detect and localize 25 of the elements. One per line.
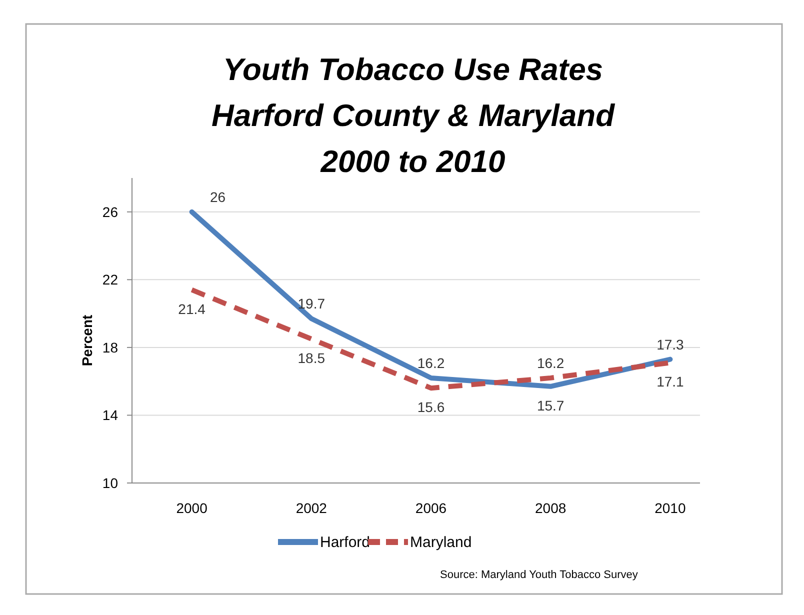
data-label: 15.6	[417, 399, 445, 416]
y-axis-title: Percent	[79, 314, 95, 366]
y-tick-label: 18	[102, 339, 118, 356]
x-tick-label: 2000	[176, 500, 208, 516]
x-tick-label: 2010	[654, 500, 686, 516]
legend-label: Harford	[320, 534, 370, 551]
x-tick-label: 2006	[415, 500, 447, 516]
data-label: 21.4	[178, 300, 206, 317]
y-tick-label: 10	[102, 474, 118, 491]
chart-title: Youth Tobacco Use Rates Harford County & Maryland 2000 to 2010	[211, 52, 616, 179]
data-label: 17.1	[656, 374, 684, 390]
legend-label: Maryland	[410, 534, 472, 551]
data-label: 17.3	[656, 336, 684, 352]
y-tick-label: 14	[102, 407, 118, 424]
y-tick-label: 26	[102, 204, 118, 220]
x-tick-label: 2002	[296, 500, 328, 516]
x-tick-label: 2008	[535, 500, 566, 516]
y-tick-label: 22	[102, 272, 118, 288]
data-label: 19.7	[298, 296, 326, 312]
data-label: 15.7	[536, 397, 564, 414]
source-note: Source: Maryland Youth Tobacco Survey	[440, 569, 638, 581]
data-label: 18.5	[298, 350, 326, 366]
data-label: 16.2	[417, 354, 445, 371]
data-label: 16.2	[536, 354, 564, 371]
data-label: 26	[210, 188, 226, 205]
